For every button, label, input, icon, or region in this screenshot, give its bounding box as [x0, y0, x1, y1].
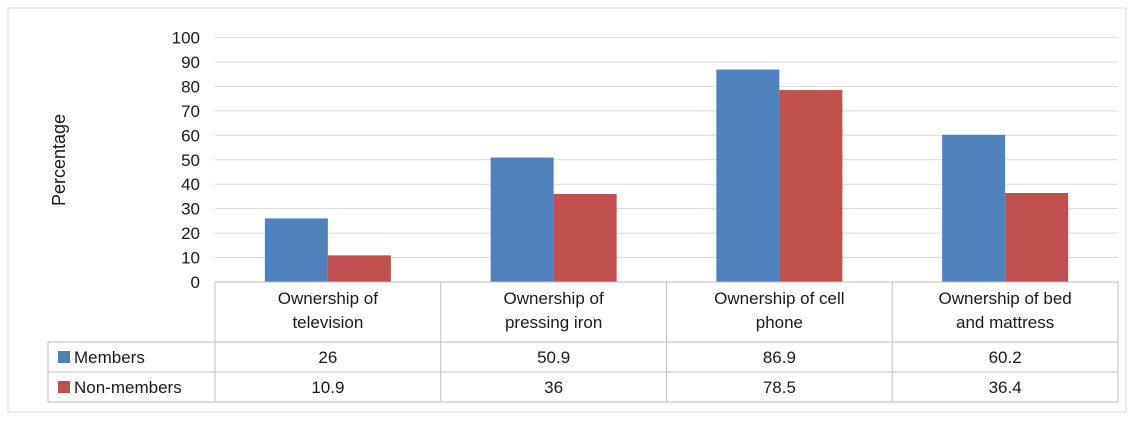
- data-table-value: 60.2: [989, 348, 1022, 367]
- legend-key-non-members: [58, 381, 70, 393]
- bar-non-members-1: [327, 255, 391, 282]
- data-table-value: 36: [544, 378, 563, 397]
- category-label: Ownership of: [504, 289, 604, 308]
- y-tick-label: 10: [181, 249, 200, 268]
- y-tick-label: 80: [181, 77, 200, 96]
- category-label: Ownership of: [278, 289, 378, 308]
- chart-border: [7, 7, 1127, 413]
- category-label: Ownership of bed: [939, 289, 1072, 308]
- y-tick-label: 60: [181, 126, 200, 145]
- bar-members-4: [942, 134, 1006, 282]
- bar-non-members-3: [779, 90, 843, 282]
- data-table-value: 78.5: [763, 378, 796, 397]
- legend-label-non-members: Non-members: [74, 378, 182, 397]
- y-tick-label: 70: [181, 102, 200, 121]
- data-table-value: 50.9: [537, 348, 570, 367]
- bar-non-members-4: [1005, 193, 1069, 282]
- category-label: phone: [756, 313, 803, 332]
- y-tick-label: 40: [181, 175, 200, 194]
- category-label: pressing iron: [505, 313, 602, 332]
- y-tick-label: 90: [181, 53, 200, 72]
- data-table-value: 86.9: [763, 348, 796, 367]
- y-tick-label: 100: [172, 29, 200, 48]
- bar-members-2: [490, 157, 554, 282]
- bar-non-members-2: [553, 193, 617, 282]
- data-table-value: 26: [318, 348, 337, 367]
- data-table-value: 10.9: [311, 378, 344, 397]
- legend-label-members: Members: [74, 348, 145, 367]
- data-table-value: 36.4: [989, 378, 1022, 397]
- y-axis-title: Percentage: [49, 114, 69, 206]
- category-label: Ownership of cell: [714, 289, 844, 308]
- y-tick-label: 50: [181, 151, 200, 170]
- bar-members-3: [716, 69, 780, 282]
- category-label: television: [292, 313, 363, 332]
- legend-key-members: [58, 351, 70, 363]
- category-label: and mattress: [956, 313, 1054, 332]
- bar-members-1: [264, 218, 328, 282]
- y-tick-label: 30: [181, 200, 200, 219]
- y-tick-label: 20: [181, 224, 200, 243]
- y-tick-label: 0: [191, 273, 200, 292]
